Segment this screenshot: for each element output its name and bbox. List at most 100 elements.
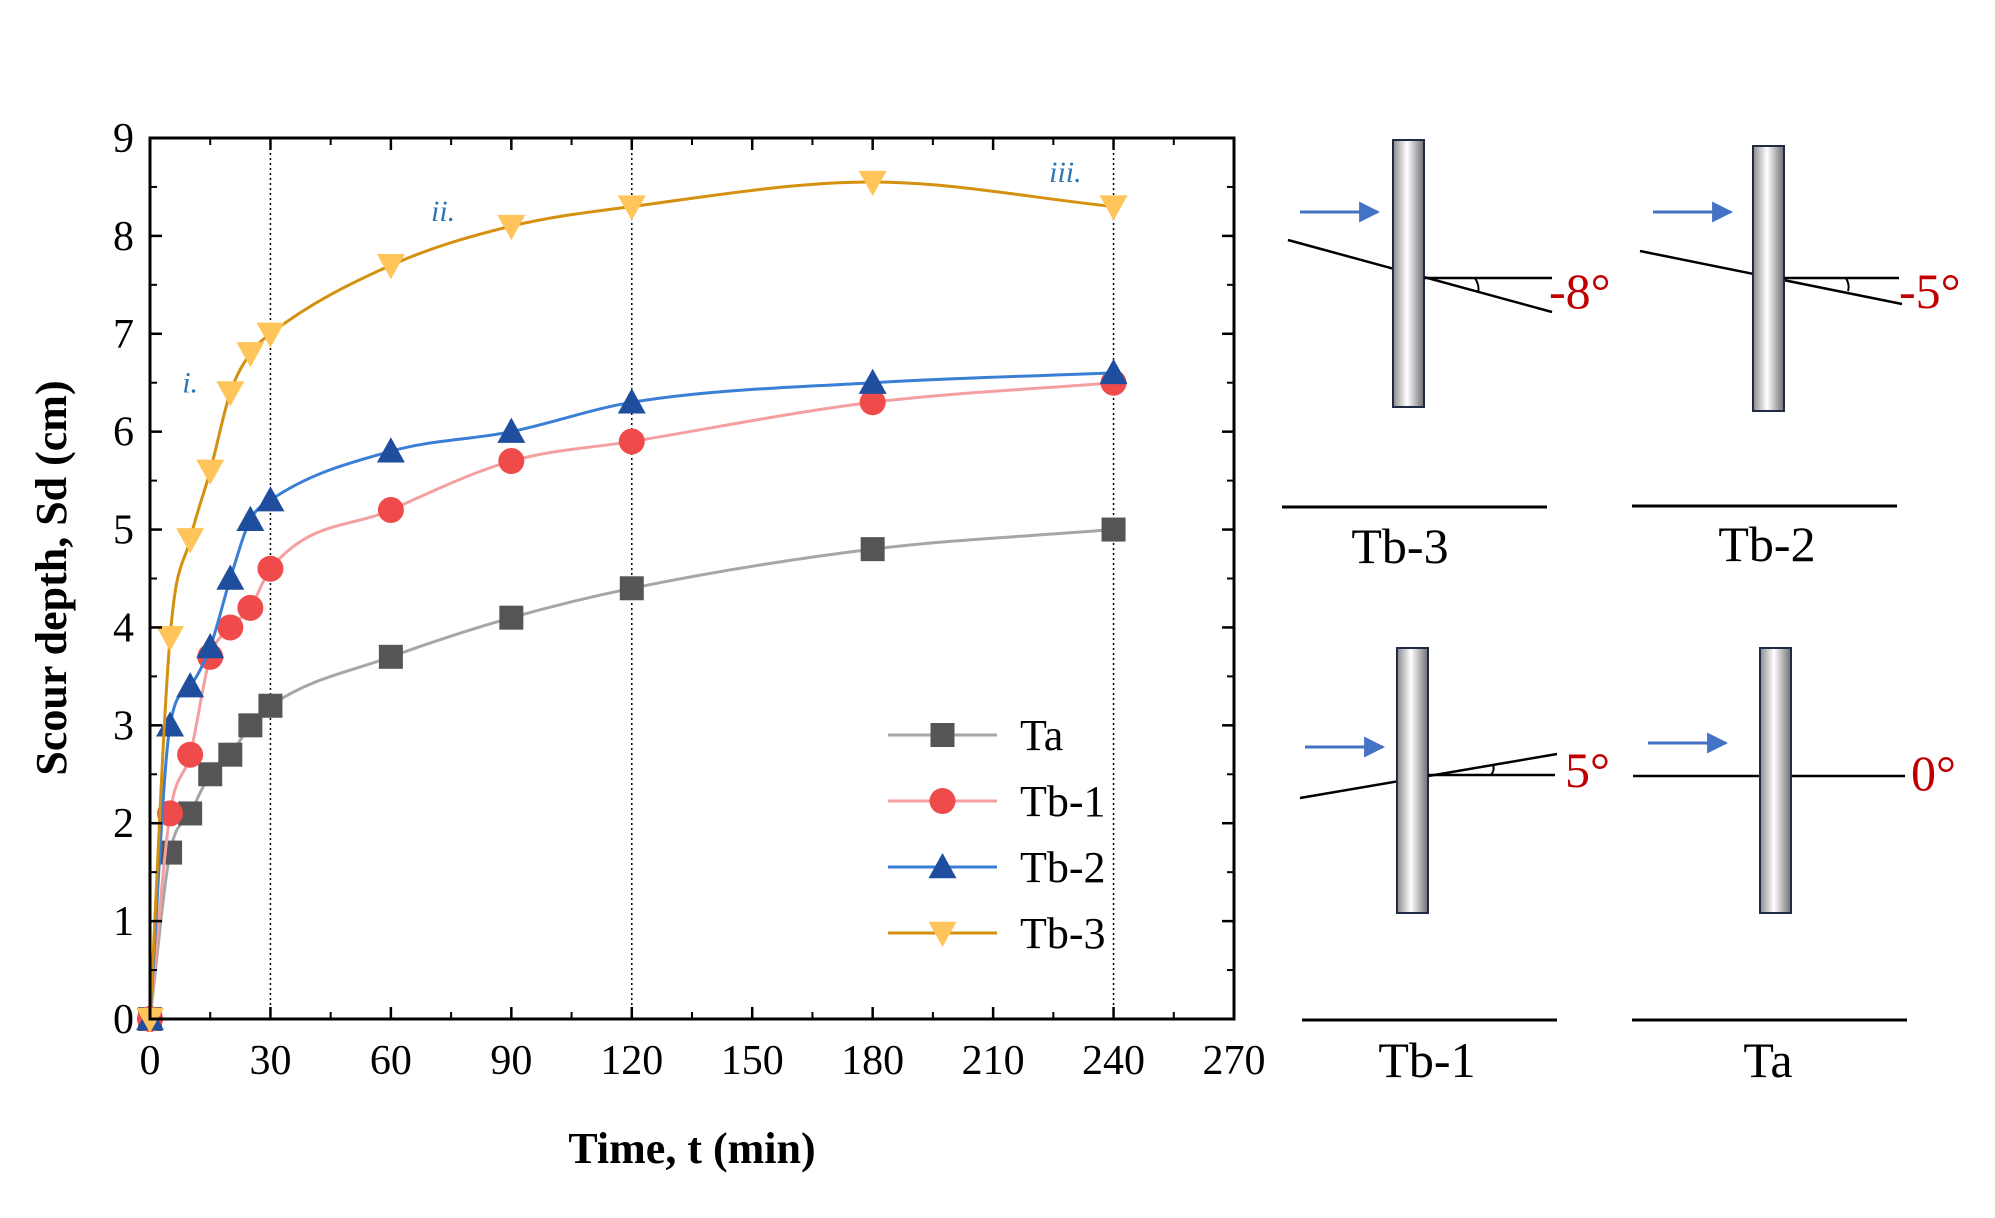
schematic-tb1: 5° Tb-1: [1299, 647, 1610, 1088]
y-tick-label: 7: [113, 312, 134, 358]
x-tick-label: 240: [1082, 1038, 1145, 1084]
schematic-tb2: -5° Tb-2: [1632, 145, 1961, 572]
angle-label: -8°: [1549, 263, 1611, 319]
reference-lines: [269, 138, 1115, 1019]
legend-item: Tb-1: [888, 777, 1106, 826]
legend-item: Tb-3: [888, 909, 1106, 958]
data-point: [618, 428, 645, 455]
data-point: [158, 840, 183, 865]
schematic-ta: 0° Ta: [1632, 647, 1956, 1088]
series-tb-3: [136, 170, 1128, 1033]
angle-label: 0°: [1911, 745, 1956, 801]
data-point: [196, 459, 225, 485]
data-point: [257, 555, 284, 582]
angle-label: -5°: [1899, 263, 1961, 319]
pile-icon: [1759, 647, 1792, 914]
data-point: [216, 381, 245, 407]
data-point: [236, 505, 265, 531]
pile-icon: [1752, 145, 1785, 412]
x-tick-label: 60: [370, 1038, 412, 1084]
data-point: [196, 633, 225, 659]
data-point: [378, 644, 403, 669]
y-tick-label: 5: [113, 508, 134, 554]
panel-label: Tb-1: [1378, 1032, 1475, 1088]
data-point: [860, 537, 885, 562]
data-point: [497, 417, 526, 443]
data-point: [216, 564, 245, 590]
x-tick-label: 90: [490, 1038, 532, 1084]
data-point: [258, 693, 283, 718]
data-point: [237, 594, 264, 621]
series-line: [148, 381, 1114, 1020]
data-point: [498, 448, 525, 475]
data-point: [499, 605, 524, 630]
annotation-label: i.: [182, 367, 198, 400]
y-tick-label: 6: [113, 410, 134, 456]
x-tick-label: 180: [841, 1038, 904, 1084]
schematic-tb3: -8° Tb-3: [1282, 139, 1611, 574]
panel-label: Tb-3: [1351, 518, 1448, 574]
pile-icon: [1392, 139, 1425, 408]
annotations: i. ii. iii.: [182, 156, 1081, 399]
y-tick-label: 3: [113, 703, 134, 749]
annotation-label: iii.: [1049, 156, 1082, 189]
legend-item: Tb-2: [888, 843, 1106, 892]
data-point: [256, 322, 285, 348]
panel-label: Tb-2: [1718, 516, 1815, 572]
data-point: [156, 626, 185, 652]
x-tick-label: 0: [140, 1038, 161, 1084]
angle-arc: [1474, 277, 1480, 294]
y-tick-label: 0: [113, 997, 134, 1043]
data-point: [1101, 517, 1126, 542]
x-tick-label: 30: [249, 1038, 291, 1084]
data-point: [236, 342, 265, 368]
y-tick-label: 4: [113, 605, 134, 651]
data-point: [617, 195, 646, 221]
data-point: [619, 576, 644, 601]
x-tick-label: 210: [962, 1038, 1025, 1084]
axis-ticks: 0 30 60 90 120 150 180 210 240 270 0 1 2 3 4 5 6 7 8 9: [113, 116, 1266, 1084]
data-point: [198, 762, 223, 787]
data-point: [858, 170, 887, 197]
data-point: [376, 437, 405, 463]
data-point: [376, 254, 405, 280]
legend: Ta Tb-1 Tb-2 Tb-3: [888, 711, 1106, 958]
legend-label: Tb-3: [1020, 909, 1106, 958]
panel-label: Ta: [1743, 1032, 1792, 1088]
y-tick-label: 8: [113, 214, 134, 260]
y-tick-label: 2: [113, 801, 134, 847]
data-point: [859, 389, 886, 416]
data-point: [156, 711, 185, 737]
data-point: [617, 388, 646, 414]
pile-icon: [1396, 647, 1429, 914]
angle-arc: [1845, 277, 1850, 292]
legend-marker: [928, 853, 957, 879]
y-axis-title: Scour depth, Sd (cm): [27, 380, 76, 775]
angle-label: 5°: [1565, 742, 1610, 798]
data-point: [377, 496, 404, 523]
data-point: [176, 528, 205, 554]
y-tick-label: 9: [113, 116, 134, 162]
data-point: [256, 486, 285, 512]
x-tick-label: 120: [600, 1038, 663, 1084]
data-point: [176, 672, 205, 698]
legend-label: Tb-2: [1020, 843, 1106, 892]
angle-arc: [1490, 764, 1495, 776]
legend-marker: [929, 788, 956, 814]
data-point: [177, 741, 204, 768]
x-tick-label: 150: [721, 1038, 784, 1084]
data-point: [218, 742, 243, 767]
data-point: [1099, 195, 1128, 221]
data-point: [238, 713, 263, 738]
legend-item: Ta: [888, 711, 1063, 760]
data-point: [1099, 358, 1128, 385]
data-point: [858, 368, 887, 394]
annotation-label: ii.: [431, 195, 455, 228]
x-tick-label: 270: [1203, 1038, 1266, 1084]
y-tick-label: 1: [113, 899, 134, 945]
x-axis-title: Time, t (min): [568, 1124, 815, 1173]
legend-label: Ta: [1020, 711, 1063, 760]
legend-marker: [930, 723, 955, 747]
data-point: [497, 214, 526, 241]
